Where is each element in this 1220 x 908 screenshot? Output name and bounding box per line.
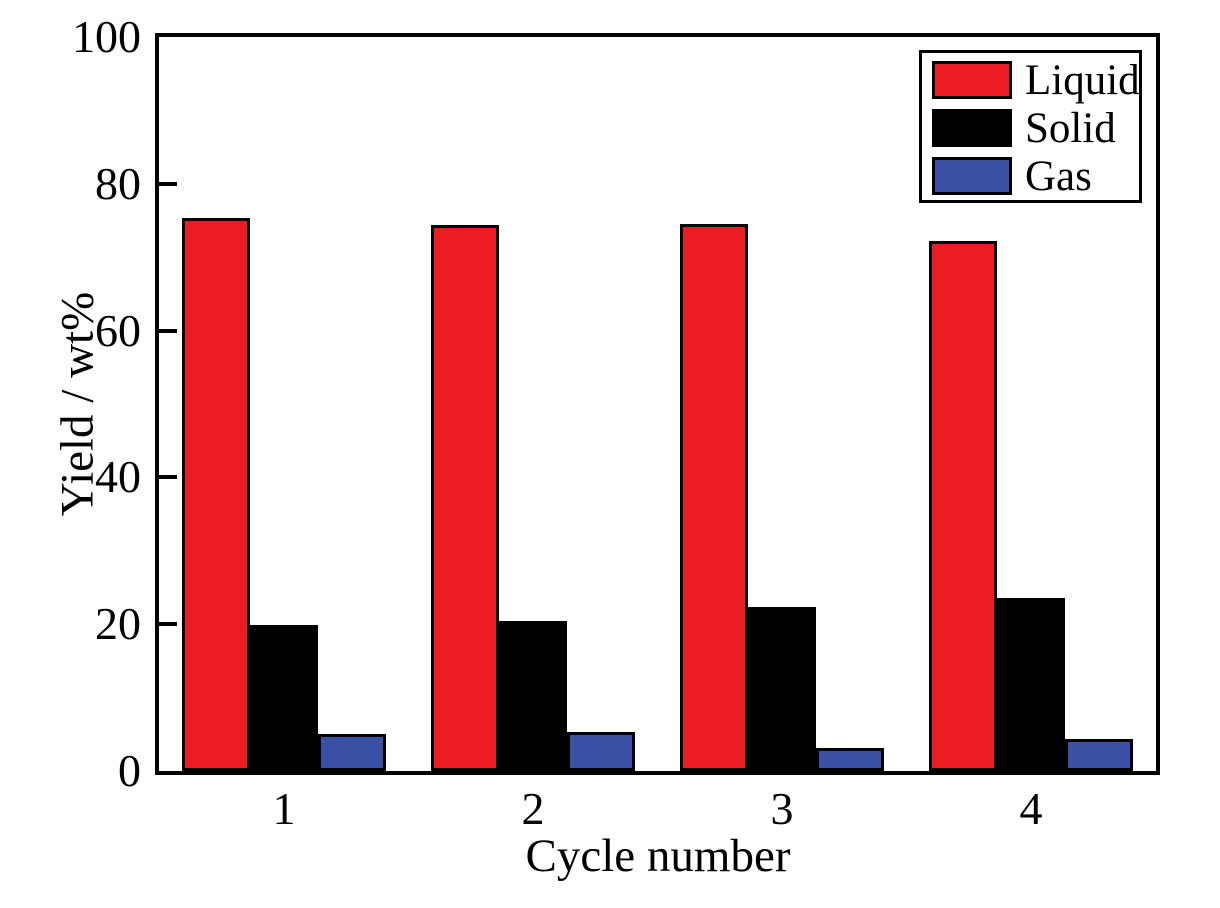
x-axis-title: Cycle number xyxy=(525,830,791,882)
bar-solid-cycle-2 xyxy=(498,621,567,771)
bar-gas-cycle-2 xyxy=(566,732,635,771)
legend-swatch-liquid xyxy=(932,61,1012,99)
legend-item-gas: Gas xyxy=(932,152,1139,200)
y-axis-tick-80 xyxy=(159,182,177,186)
y-tick-label-60: 60 xyxy=(95,305,141,356)
x-tick-label-2: 2 xyxy=(521,783,545,834)
y-axis-tick-20 xyxy=(159,622,177,626)
x-tick-label-4: 4 xyxy=(1019,783,1043,834)
bar-liquid-cycle-1 xyxy=(181,218,250,771)
bar-liquid-cycle-2 xyxy=(430,225,499,771)
bar-solid-cycle-4 xyxy=(997,598,1066,771)
legend-item-solid: Solid xyxy=(932,104,1139,152)
legend-swatch-gas xyxy=(932,157,1012,195)
y-axis-title: Yield / wt% xyxy=(51,291,104,517)
legend-label-solid: Solid xyxy=(1025,104,1116,152)
y-tick-label-20: 20 xyxy=(95,598,141,649)
y-tick-label-0: 0 xyxy=(118,745,141,796)
bar-gas-cycle-4 xyxy=(1065,739,1134,771)
y-axis-tick-60 xyxy=(159,329,177,333)
bar-solid-cycle-3 xyxy=(748,607,817,771)
bar-solid-cycle-1 xyxy=(249,625,318,771)
y-tick-label-80: 80 xyxy=(95,158,141,209)
bar-gas-cycle-1 xyxy=(317,734,386,771)
y-tick-label-100: 100 xyxy=(72,11,141,62)
bar-liquid-cycle-4 xyxy=(929,241,998,771)
legend-swatch-solid xyxy=(932,109,1012,147)
legend-label-gas: Gas xyxy=(1025,152,1092,200)
legend-label-liquid: Liquid xyxy=(1025,56,1140,104)
x-tick-label-3: 3 xyxy=(770,783,794,834)
bar-gas-cycle-3 xyxy=(816,748,885,771)
legend: Liquid Solid Gas xyxy=(919,50,1142,203)
y-axis-tick-40 xyxy=(159,475,177,479)
legend-item-liquid: Liquid xyxy=(932,56,1140,104)
y-tick-label-40: 40 xyxy=(95,451,141,502)
bar-liquid-cycle-3 xyxy=(680,224,749,771)
x-tick-label-1: 1 xyxy=(272,783,296,834)
